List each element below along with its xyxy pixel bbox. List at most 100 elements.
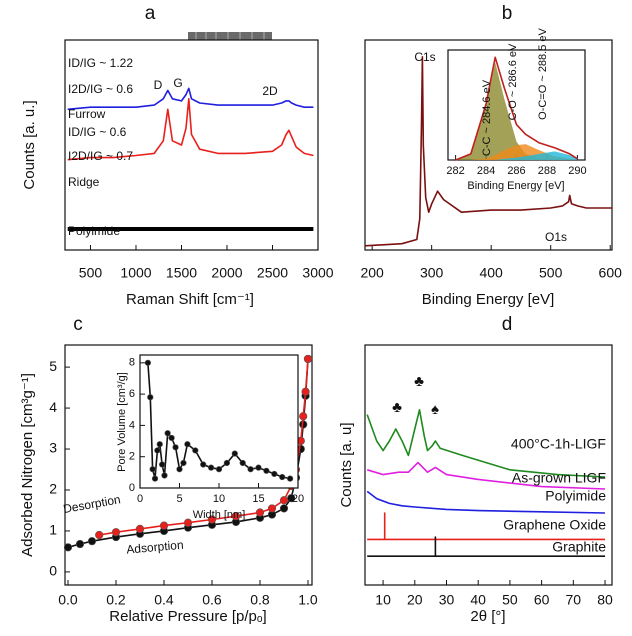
y-tick-label: 4 bbox=[129, 419, 135, 431]
x-tick-label: 80 bbox=[597, 592, 613, 608]
marker bbox=[180, 459, 187, 467]
marker bbox=[156, 441, 163, 448]
annotation: C-O ~ 286.6 eV bbox=[507, 43, 519, 120]
line bbox=[67, 98, 314, 161]
panel-letter: d bbox=[502, 314, 513, 335]
annotation: ♠ bbox=[431, 401, 439, 418]
x-tick-label: 15 bbox=[252, 493, 264, 505]
annotation: C1s bbox=[414, 50, 435, 64]
plot-frame bbox=[447, 49, 586, 161]
marker bbox=[176, 466, 183, 473]
marker bbox=[192, 447, 199, 454]
plot-frame bbox=[64, 39, 319, 251]
marker bbox=[215, 466, 223, 473]
marker bbox=[223, 459, 230, 467]
y-tick-label: 5 bbox=[49, 358, 57, 374]
marker bbox=[263, 467, 270, 474]
line bbox=[366, 409, 606, 478]
marker bbox=[172, 444, 179, 451]
x-axis-label: Width [nm] bbox=[193, 509, 246, 521]
y-axis-label: Adsorbed Nitrogen [cm³g⁻¹] bbox=[19, 373, 36, 557]
y-tick-label: 3 bbox=[49, 440, 57, 456]
series-label: Graphite bbox=[552, 539, 606, 555]
x-tick-label: 0 bbox=[137, 493, 143, 505]
line bbox=[366, 461, 606, 490]
y-tick-label: 4 bbox=[49, 399, 57, 415]
annotation: ♣ bbox=[414, 373, 424, 390]
marker bbox=[159, 521, 169, 530]
marker bbox=[231, 450, 238, 457]
marker bbox=[164, 430, 171, 437]
line bbox=[67, 87, 314, 111]
plot-frame bbox=[364, 344, 613, 586]
marker bbox=[287, 475, 294, 482]
marker bbox=[144, 359, 151, 366]
x-tick-label: 200 bbox=[360, 265, 384, 281]
marker bbox=[151, 475, 159, 482]
x-tick-label: 10 bbox=[375, 592, 391, 608]
y-axis-label: Counts [a. u] bbox=[338, 422, 355, 507]
marker bbox=[279, 473, 286, 481]
x-tick-label: 284 bbox=[477, 165, 495, 177]
series-label: 400°C-1h-LIGF bbox=[511, 436, 606, 452]
marker bbox=[271, 470, 278, 478]
marker bbox=[135, 524, 145, 533]
line bbox=[367, 536, 605, 557]
marker bbox=[239, 459, 246, 467]
marker bbox=[303, 354, 313, 364]
annotation: ♣ bbox=[392, 399, 402, 416]
marker bbox=[161, 472, 168, 479]
marker bbox=[184, 441, 191, 448]
x-tick-label: 0.0 bbox=[58, 592, 78, 608]
marker bbox=[111, 528, 121, 537]
series-label: Ridge bbox=[68, 175, 100, 189]
x-tick-label: 10 bbox=[213, 493, 225, 505]
x-tick-label: 70 bbox=[566, 592, 582, 608]
line bbox=[367, 512, 605, 541]
x-tick-label: 1500 bbox=[166, 265, 197, 281]
annotation: I2D/IG ~ 0.7 bbox=[68, 149, 133, 163]
x-tick-label: 282 bbox=[446, 165, 464, 177]
marker bbox=[207, 515, 217, 524]
y-tick-label: 2 bbox=[129, 451, 135, 463]
marker bbox=[95, 530, 104, 540]
x-tick-label: 288 bbox=[538, 165, 556, 177]
series-label: Polyimide bbox=[545, 488, 606, 504]
x-axis-label: Raman Shift [cm⁻¹] bbox=[126, 291, 254, 308]
y-tick-label: 0 bbox=[49, 563, 57, 579]
x-tick-label: 0.8 bbox=[250, 592, 270, 608]
x-tick-label: 20 bbox=[407, 592, 423, 608]
marker bbox=[200, 461, 207, 468]
y-tick-label: 2 bbox=[49, 481, 57, 497]
x-tick-label: 600 bbox=[599, 265, 623, 281]
area bbox=[455, 62, 578, 161]
panel-letter: c bbox=[73, 314, 83, 335]
marker bbox=[255, 508, 265, 517]
marker bbox=[279, 496, 289, 505]
line bbox=[455, 56, 578, 161]
x-tick-label: 1000 bbox=[120, 265, 151, 281]
marker bbox=[208, 464, 215, 471]
y-tick-label: 8 bbox=[129, 357, 135, 369]
x-axis-label: Binding Energy [eV] bbox=[422, 291, 555, 308]
x-tick-label: 500 bbox=[539, 265, 563, 281]
y-tick-label: 0 bbox=[129, 482, 135, 494]
y-axis-label: Counts [a. u.] bbox=[21, 100, 38, 189]
series-label: Furrow bbox=[68, 107, 106, 121]
x-axis-label: Binding Energy [eV] bbox=[467, 180, 564, 192]
panel-letter: a bbox=[145, 3, 156, 24]
marker bbox=[231, 512, 241, 521]
x-tick-label: 2500 bbox=[257, 265, 288, 281]
line bbox=[99, 358, 309, 536]
x-tick-label: 30 bbox=[439, 592, 455, 608]
x-tick-label: 5 bbox=[176, 493, 182, 505]
annotation: ID/IG ~ 1.22 bbox=[68, 56, 133, 70]
x-tick-label: 0.4 bbox=[154, 592, 174, 608]
marker bbox=[247, 466, 254, 473]
x-tick-label: 0.6 bbox=[202, 592, 222, 608]
y-tick-label: 6 bbox=[129, 388, 135, 400]
marker bbox=[299, 412, 308, 421]
line bbox=[364, 56, 612, 247]
x-tick-label: 1.0 bbox=[298, 592, 318, 608]
marker bbox=[149, 466, 156, 473]
